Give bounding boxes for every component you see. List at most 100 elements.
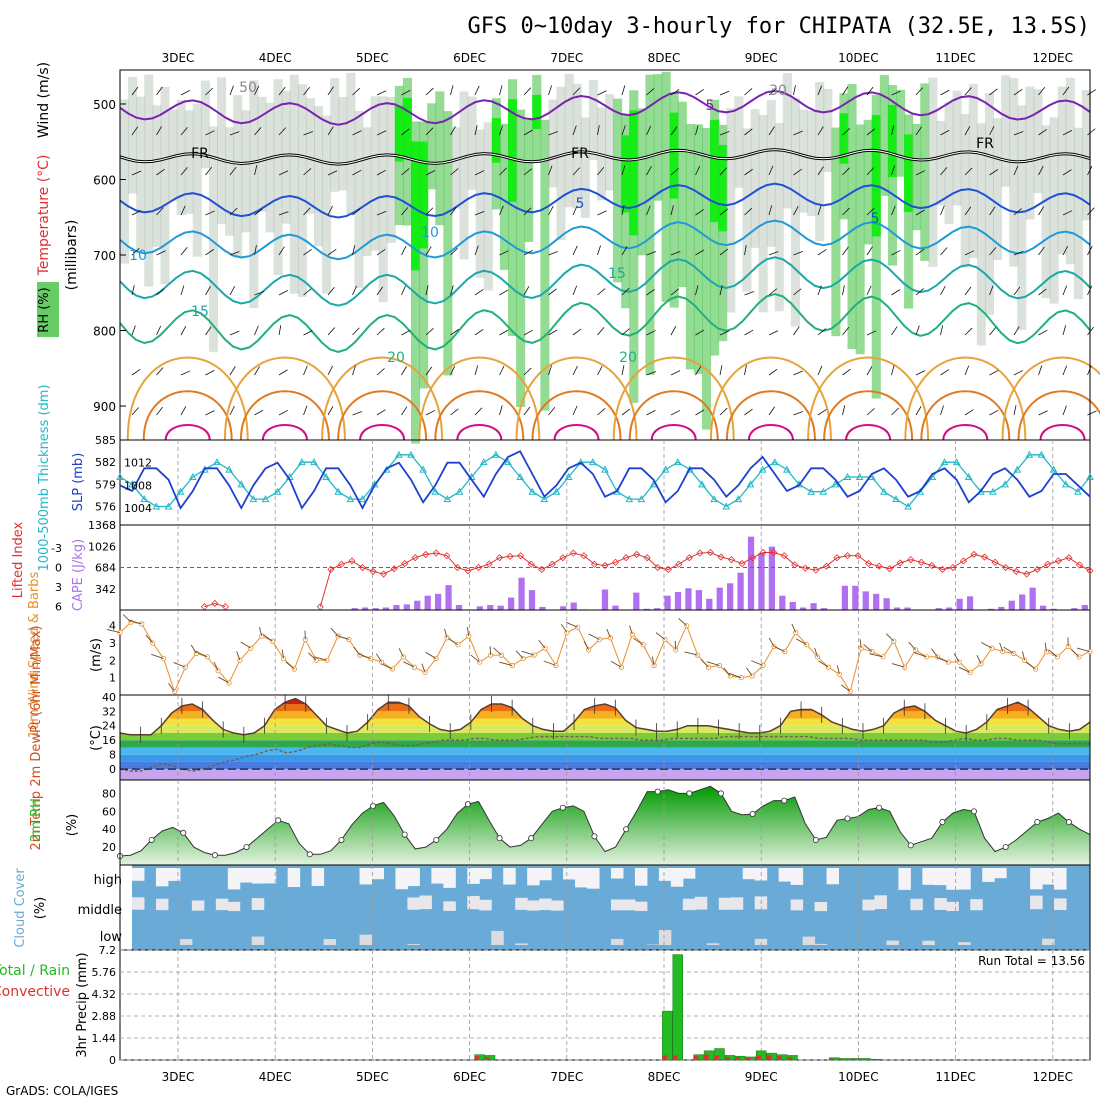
slp-tick: 1008: [124, 479, 152, 492]
cape-bar: [685, 588, 692, 610]
wind-barb: [695, 209, 705, 216]
temp-band: [120, 761, 1090, 770]
cloud-high-gap: [742, 868, 756, 880]
wind-barb: [401, 89, 411, 96]
wind-barb: [229, 366, 236, 376]
wind-barb: [768, 88, 777, 96]
rh2m-point: [370, 802, 377, 809]
rh-cell: [249, 80, 259, 309]
rh-cell: [766, 100, 776, 247]
rh2m-point: [528, 835, 535, 842]
temp-band: [120, 754, 1090, 762]
thickness-axis-label: 1000-500mb Thickness (dm): [37, 384, 52, 571]
cloud-high-gap: [946, 868, 959, 890]
thickness-point: [1074, 487, 1082, 495]
wind-barb: [352, 285, 358, 296]
wind-barb: [450, 328, 459, 336]
wind-barb: [131, 247, 140, 256]
wind-barb: [1038, 246, 1045, 256]
cloud-high-gap: [1042, 868, 1055, 885]
cloud-high-gap: [1030, 868, 1043, 890]
slp-axis-label: SLP (mb): [71, 453, 86, 512]
rh-cell-high: [904, 134, 914, 213]
temp-hump-contour: [628, 390, 719, 441]
cape-tick: 1026: [88, 540, 116, 553]
temp-contour-15: [119, 256, 1091, 307]
cape-bar: [487, 605, 494, 610]
rh-cell: [120, 99, 130, 264]
wind-barb: [327, 365, 333, 376]
li-point: [453, 563, 461, 572]
wind-barb: [352, 130, 362, 136]
rh-cell: [968, 83, 978, 258]
rh-cell: [637, 108, 647, 256]
wind-barb: [597, 327, 605, 336]
cloud-high-gap: [287, 868, 301, 888]
temp-hump-contour: [904, 356, 1027, 441]
rh-cell: [807, 110, 817, 216]
wind-barb: [425, 207, 434, 216]
wind-barb: [744, 365, 747, 376]
rh2m-point: [686, 790, 693, 797]
cloud-low-gap: [706, 943, 720, 945]
wind10m-units-label: (m/s): [89, 638, 104, 672]
cape-bar: [737, 572, 744, 610]
cape-bar: [727, 583, 734, 610]
top-date-label: 11DEC: [935, 51, 975, 65]
wind-barb: [205, 370, 215, 376]
rh-cell: [160, 87, 170, 285]
top-date-label: 7DEC: [550, 51, 583, 65]
rh-cell: [572, 83, 582, 209]
temp-band: [120, 769, 1090, 780]
li-point: [464, 567, 472, 575]
wind-barb: [278, 127, 287, 136]
wind-barb: [523, 129, 533, 136]
thickness-point: [273, 487, 282, 495]
wind10m-barb: [218, 676, 230, 684]
wind-barb: [548, 165, 553, 176]
precip-legend-convective: Convective: [0, 984, 70, 1000]
wind-barb: [989, 327, 997, 336]
wind-barb: [327, 170, 338, 176]
rh-cell: [960, 113, 970, 268]
wind-barb: [940, 247, 948, 256]
li-point: [970, 550, 978, 558]
wind-barb: [670, 326, 677, 336]
li-point: [812, 566, 820, 574]
li-point: [886, 565, 894, 573]
rh-cell: [451, 127, 461, 209]
cloud-mid-gap: [215, 898, 229, 911]
wind-barb: [401, 406, 408, 416]
wind-barb: [205, 326, 212, 336]
thickness-point: [225, 465, 233, 473]
li-point: [580, 552, 588, 560]
wind-barb: [670, 88, 680, 96]
rh2m-area: [120, 786, 1090, 865]
rh-cell: [483, 122, 493, 291]
temp-band: [120, 725, 1090, 733]
wind10m-barb: [795, 638, 807, 646]
temp-bands: [120, 698, 1090, 780]
top-date-label: 5DEC: [356, 51, 389, 65]
rh-cell: [863, 119, 873, 245]
temp-contour-10: [119, 219, 1091, 261]
top-date-label: 3DEC: [162, 51, 195, 65]
wind-barb: [156, 406, 163, 416]
wind10m-barb: [466, 626, 470, 637]
wind-barb: [621, 328, 630, 336]
temp-hump-contour: [1001, 356, 1100, 441]
wind-barb: [303, 86, 311, 96]
wind-barb: [254, 291, 264, 296]
temperature-axis-label: Temperature (°C): [36, 155, 52, 277]
wind-barb: [499, 85, 503, 96]
cloud-level-label: high: [94, 873, 122, 888]
wind-barb: [817, 85, 822, 96]
cloud-high-gap: [371, 868, 384, 880]
thickness-point: [892, 495, 900, 503]
wind-barb: [205, 210, 215, 216]
bottom-date-label: 12DEC: [1033, 1070, 1073, 1084]
cape-bar: [747, 536, 755, 610]
wind-barb: [646, 410, 656, 416]
rh2m-point: [939, 819, 946, 826]
cape-bar: [706, 598, 713, 610]
